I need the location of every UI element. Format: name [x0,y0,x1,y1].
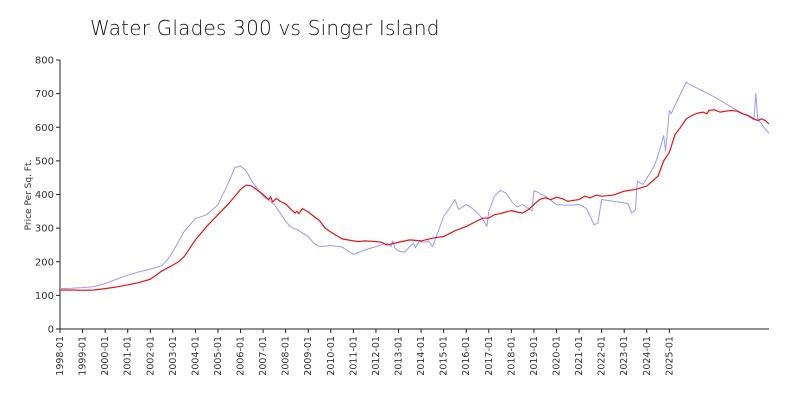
y-tick-label: 700 [35,89,54,100]
x-tick-label: 2001-01 [123,336,134,376]
x-tick-label: 2020-01 [551,336,562,376]
chart-title: Water Glades 300 vs Singer Island [90,16,440,40]
y-tick-label: 800 [35,56,54,67]
y-axis-label: Price Per Sq. Ft. [24,160,34,231]
y-tick-label: 0 [48,325,54,336]
x-tick-label: 2008-01 [281,336,292,376]
y-tick-label: 100 [35,291,54,302]
x-tick-label: 2003-01 [168,336,179,376]
x-tick-label: 2019-01 [529,336,540,376]
x-tick-label: 2016-01 [461,336,472,376]
x-tick-label: 2007-01 [258,336,269,376]
x-tick-label: 2023-01 [619,336,630,376]
x-tick-label: 2009-01 [303,336,314,376]
axes: 0 100 200 300 400 500 600 700 800 1998-01 1999-01 2… [35,56,769,376]
x-tick-label: 2014-01 [416,336,427,376]
plot-lines [59,81,770,291]
series-line-2 [60,109,770,291]
series-line-1 [59,81,770,290]
x-tick-label: 2015-01 [439,336,450,376]
y-tick-label: 400 [35,190,54,201]
x-tick-label: 2022-01 [597,336,608,376]
x-tick-label: 2024-01 [642,336,653,376]
x-tick-label: 2013-01 [394,336,405,376]
y-tick-label: 500 [35,156,54,167]
x-tick-label: 2005-01 [213,336,224,376]
x-tick-label: 2004-01 [190,336,201,376]
x-tick-label: 2010-01 [326,336,337,376]
x-tick-label: 1998-01 [55,336,66,376]
y-tick-label: 300 [35,224,54,235]
x-tick-label: 2006-01 [236,336,247,376]
x-tick-label: 2002-01 [145,336,156,376]
x-tick-label: 1999-01 [78,336,89,376]
x-tick-label: 2017-01 [484,336,495,376]
y-tick-label: 200 [35,257,54,268]
x-tick-label: 2021-01 [574,336,585,376]
x-tick-label: 2000-01 [100,336,111,376]
x-tick-label: 2025-01 [664,336,675,376]
x-tick-label: 2018-01 [506,336,517,376]
x-tick-label: 2011-01 [348,336,359,376]
y-tick-label: 600 [35,123,54,134]
x-tick-label: 2012-01 [371,336,382,376]
